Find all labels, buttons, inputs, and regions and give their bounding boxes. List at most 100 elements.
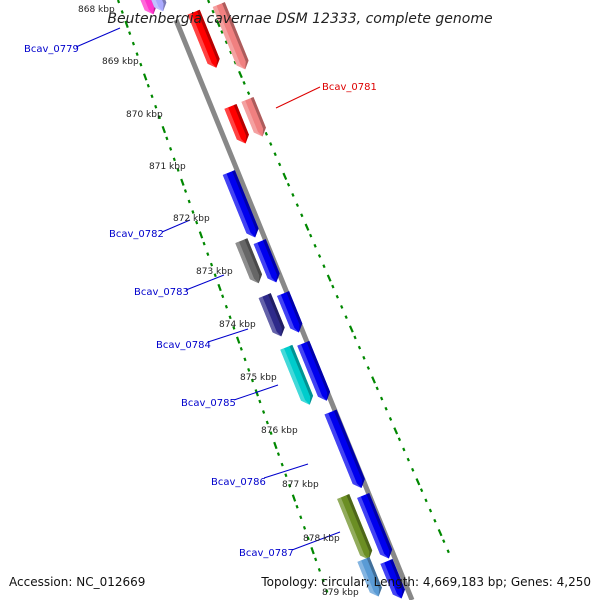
gc-dash-inner xyxy=(128,31,132,35)
kbp-label-868: 868 kbp xyxy=(78,5,115,15)
gc-dash-inner xyxy=(202,241,206,246)
gene-bcav-0781-d xyxy=(241,97,266,137)
gc-dash-outer xyxy=(304,223,310,231)
gc-dash-outer xyxy=(388,417,393,421)
gene-label-bcav-0787[interactable]: Bcav_0787 xyxy=(239,548,294,559)
gc-dash-outer xyxy=(415,478,421,486)
gene-label-bcav-0781[interactable]: Bcav_0781 xyxy=(322,82,377,93)
gc-dash-outer xyxy=(331,284,335,289)
gene-bcav-0781-c xyxy=(224,104,249,144)
gc-dash-inner xyxy=(295,504,299,509)
gene-label-bcav-0779[interactable]: Bcav_0779 xyxy=(24,44,79,55)
gc-dash-outer xyxy=(300,213,304,218)
kbp-label-874: 874 kbp xyxy=(219,320,256,330)
gc-dash-inner xyxy=(314,557,318,562)
gc-dash-inner xyxy=(116,0,121,4)
kbp-label-875: 875 kbp xyxy=(240,373,277,383)
gc-dash-inner xyxy=(254,389,259,397)
gc-dash-inner xyxy=(124,20,129,29)
gc-dash-inner xyxy=(228,315,232,320)
gc-dash-outer xyxy=(375,386,379,391)
gc-dash-outer xyxy=(340,305,344,309)
gc-dash-inner xyxy=(150,94,154,99)
gc-dash-outer xyxy=(291,193,295,197)
gc-dash-inner xyxy=(306,536,310,541)
kbp-label-870: 870 kbp xyxy=(126,110,163,120)
gc-dash-inner xyxy=(183,189,188,193)
gc-dash-outer xyxy=(397,437,402,442)
gc-dash-inner xyxy=(273,441,278,450)
gene-bcav-0788-a xyxy=(357,557,382,597)
gene-bcav-0788-b xyxy=(380,559,405,599)
gc-dash-outer xyxy=(309,233,313,238)
gc-dash-inner xyxy=(198,231,204,239)
gc-dash-inner xyxy=(250,378,254,383)
gc-dash-outer xyxy=(366,366,370,370)
gc-dash-outer xyxy=(220,30,224,34)
leader-line-bcav-0787 xyxy=(291,531,341,551)
gc-dash-inner xyxy=(321,578,325,583)
gc-dash-inner xyxy=(142,73,148,81)
gc-dash-outer xyxy=(446,549,450,554)
gene-bcav-0783-a xyxy=(235,238,263,284)
kbp-label-877: 877 kbp xyxy=(282,480,319,490)
gene-bcav-0780 xyxy=(150,0,167,12)
gc-dash-inner xyxy=(146,83,150,88)
gc-dash-inner xyxy=(291,494,297,502)
gene-bcav-0781-a xyxy=(187,9,220,68)
gc-dash-outer xyxy=(238,70,243,79)
gc-dash-outer xyxy=(344,315,348,320)
gc-dash-inner xyxy=(284,473,288,478)
gc-dash-outer xyxy=(206,0,211,4)
gc-dash-inner xyxy=(154,104,158,109)
gene-label-bcav-0785[interactable]: Bcav_0785 xyxy=(181,398,236,409)
gc-dash-outer xyxy=(326,274,332,282)
gene-bcav-0785-a xyxy=(280,344,314,405)
gc-dash-inner xyxy=(258,399,262,404)
gc-dash-inner xyxy=(135,52,139,57)
gc-dash-inner xyxy=(276,452,281,457)
gc-dash-inner xyxy=(262,410,266,414)
gc-dash-inner xyxy=(310,547,315,555)
gc-dash-outer xyxy=(393,427,399,435)
gc-dash-outer xyxy=(322,264,326,269)
leader-line-bcav-0785 xyxy=(233,384,279,401)
gene-label-bcav-0783[interactable]: Bcav_0783 xyxy=(134,287,189,298)
gc-dash-inner xyxy=(195,220,199,225)
gc-dash-inner xyxy=(224,304,228,309)
gc-dash-outer xyxy=(419,488,424,493)
gene-bcav-0782 xyxy=(222,170,259,238)
gc-dash-outer xyxy=(348,325,354,333)
gc-dash-inner xyxy=(232,325,236,330)
gc-dash-outer xyxy=(428,508,433,513)
gc-dash-outer xyxy=(442,539,446,544)
accession-text: Accession: NC_012669 xyxy=(9,575,145,589)
gc-dash-outer xyxy=(215,19,221,28)
gc-dash-inner xyxy=(247,368,251,372)
gene-label-bcav-0784[interactable]: Bcav_0784 xyxy=(156,340,211,351)
gc-dash-inner xyxy=(302,525,307,530)
genome-title: Beutenbergia cavernae DSM 12333, complet… xyxy=(107,11,492,27)
gc-dash-inner xyxy=(120,10,124,14)
gc-dash-outer xyxy=(433,518,437,523)
gene-bcav-0781-b xyxy=(212,2,249,70)
gene-features xyxy=(140,0,405,599)
gene-bcav-0787-a xyxy=(337,494,373,560)
gc-dash-inner xyxy=(269,431,273,435)
gc-dash-outer xyxy=(224,40,229,45)
kbp-label-869: 869 kbp xyxy=(102,57,139,67)
gene-label-bcav-0782[interactable]: Bcav_0782 xyxy=(109,229,164,240)
kbp-label-871: 871 kbp xyxy=(149,162,186,172)
gc-dash-inner xyxy=(187,199,191,204)
kbp-ruler: 868 kbp 869 kbp 870 kbp 871 kbp 872 kbp … xyxy=(78,5,359,598)
kbp-label-879: 879 kbp xyxy=(322,588,359,598)
gene-label-bcav-0786[interactable]: Bcav_0786 xyxy=(211,477,266,488)
gc-dash-inner xyxy=(169,147,173,151)
gc-dash-inner xyxy=(206,252,210,257)
gc-dash-outer xyxy=(269,142,273,146)
gc-dash-inner xyxy=(265,420,269,425)
gc-dash-inner xyxy=(180,178,185,186)
gc-dash-outer xyxy=(229,50,233,55)
gc-dash-inner xyxy=(243,357,247,362)
